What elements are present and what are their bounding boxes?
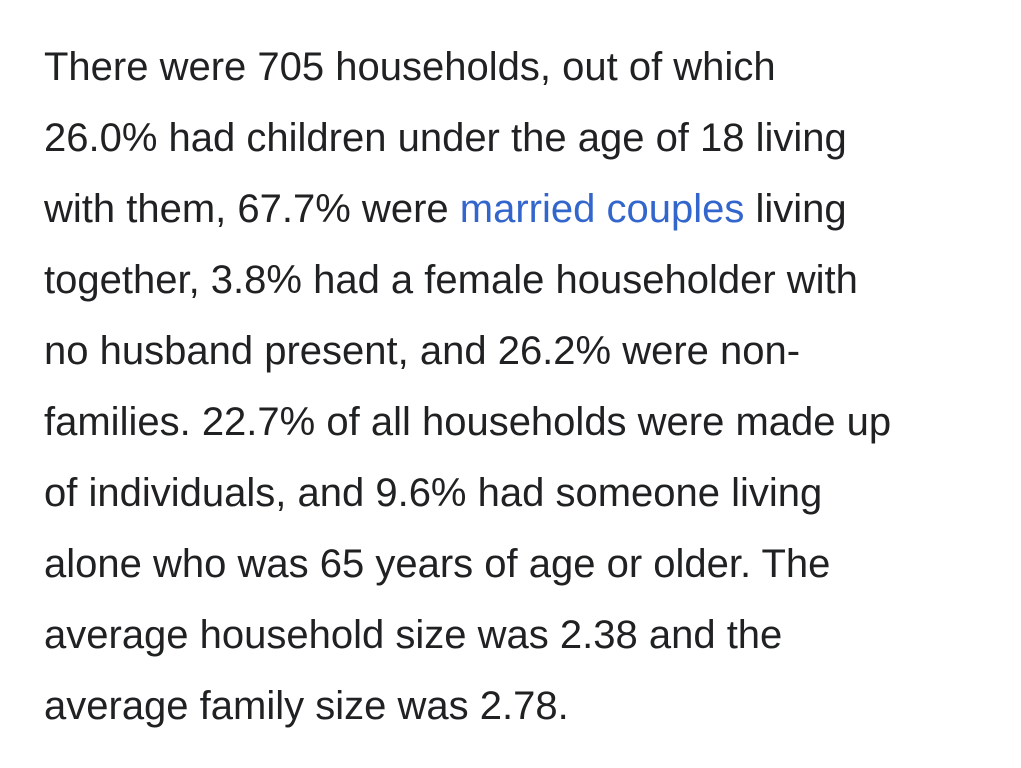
paragraph-line: of individuals, and 9.6% had someone liv…: [44, 471, 823, 515]
paragraph-line: with them, 67.7% were married couples li…: [44, 174, 1004, 245]
paragraph-line: average household size was 2.38 and the: [44, 613, 783, 657]
paragraph-line: no husband present, and 26.2% were non-: [44, 329, 801, 373]
paragraph-line: together, 3.8% had a female householder …: [44, 258, 858, 302]
article-paragraph: There were 705 households, out of which …: [44, 32, 1004, 742]
paragraph-text: with them, 67.7% were: [44, 187, 460, 231]
paragraph-line: families. 22.7% of all households were m…: [44, 400, 892, 444]
paragraph-line: average family size was 2.78.: [44, 684, 569, 728]
paragraph-line: alone who was 65 years of age or older. …: [44, 542, 831, 586]
married-couples-link[interactable]: married couples: [459, 187, 745, 231]
paragraph-line: There were 705 households, out of which: [44, 45, 776, 89]
paragraph-line: 26.0% had children under the age of 18 l…: [44, 116, 847, 160]
paragraph-text: living: [744, 187, 847, 231]
